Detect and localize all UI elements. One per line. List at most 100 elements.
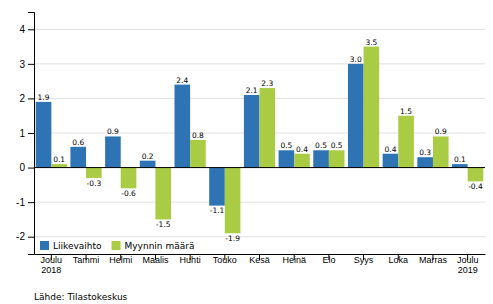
data-label: 0.5 (315, 141, 327, 150)
y-tick: -2 (16, 231, 34, 242)
bar (175, 85, 191, 168)
y-tick: 3 (19, 59, 34, 70)
x-tick-label-line: Loka (389, 255, 409, 265)
bar (209, 168, 225, 206)
grid-line (34, 167, 485, 168)
legend-item: Liikevaihto (40, 241, 102, 251)
x-tick-label: Helmi (109, 255, 132, 265)
data-label: 2.1 (246, 86, 258, 95)
bar (468, 168, 484, 182)
data-label: 0.3 (419, 148, 431, 157)
x-tick-label-line: Helmi (109, 255, 132, 265)
bar (225, 168, 241, 234)
x-tick-label: Syys (354, 255, 374, 265)
y-axis-line (28, 13, 35, 255)
y-tick-label: 2 (19, 93, 25, 104)
legend-label: Myynnin määrä (125, 241, 195, 251)
legend-item: Myynnin määrä (112, 241, 195, 251)
grid-line (34, 29, 485, 30)
x-tick-label: Marras (419, 255, 448, 265)
y-tick: 2 (19, 93, 34, 104)
bar (398, 116, 414, 168)
bar (121, 168, 137, 189)
y-tick-label: 3 (19, 59, 25, 70)
grid (34, 29, 485, 236)
y-tick-mark (28, 64, 34, 65)
x-tick-label: Tammi (73, 255, 100, 265)
bar (452, 164, 468, 167)
y-tick-label: 1 (19, 128, 25, 139)
bar (70, 147, 86, 168)
x-tick-label-line: 2019 (458, 265, 478, 275)
y-tick-label: 4 (19, 24, 25, 35)
data-label: 0.5 (331, 141, 343, 150)
legend-swatch (40, 241, 49, 250)
y-tick: 0 (19, 162, 34, 173)
data-label: 0.4 (384, 145, 396, 154)
data-label: -0.4 (468, 182, 483, 191)
bar (190, 140, 206, 168)
x-tick-label: Touko (213, 255, 237, 265)
bar (364, 47, 380, 168)
y-tick-mark (28, 98, 34, 99)
data-label: -1.9 (225, 234, 240, 243)
x-tick: Marras (419, 254, 448, 265)
data-label: 0.4 (296, 145, 308, 154)
x-tick-label: Kesä (249, 255, 270, 265)
grid-line (34, 236, 485, 237)
bar (36, 102, 52, 168)
y-axis: -2 -1 0 1 2 3 4 (16, 13, 34, 255)
y-tick-mark (28, 168, 34, 169)
data-label: 0.5 (280, 141, 292, 150)
data-label: 3.5 (365, 38, 377, 47)
x-axis: Joulu2018TammiHelmiMaalisHuhtiToukoKesäH… (35, 254, 486, 275)
x-tick: Touko (213, 254, 237, 265)
data-label: -0.3 (87, 179, 102, 188)
x-tick-label-line: Touko (213, 255, 237, 265)
bar-series (36, 64, 468, 206)
x-tick-label: Huhti (180, 255, 201, 265)
x-tick-label-line: Huhti (180, 255, 201, 265)
x-tick-label-line: Joulu (41, 255, 63, 265)
legend-swatch (112, 241, 121, 250)
x-tick: Joulu2018 (41, 254, 63, 275)
bar-series (51, 47, 483, 234)
x-tick-label-line: Tammi (73, 255, 100, 265)
bars (36, 47, 484, 234)
data-label: -1.5 (156, 220, 171, 229)
source-note: Lähde: Tilastokeskus (34, 292, 128, 302)
data-label: 2.3 (261, 79, 273, 88)
y-tick-mark (28, 29, 34, 30)
x-tick: Syys (354, 254, 374, 265)
y-tick-label: -1 (16, 197, 25, 208)
y-tick: -1 (16, 197, 34, 208)
zero-line (34, 167, 485, 168)
x-tick-label-line: Joulu (457, 255, 479, 265)
bar (294, 154, 310, 168)
x-tick: Maalis (142, 254, 169, 265)
y-tick: 4 (19, 24, 34, 35)
x-tick-label: Maalis (142, 255, 169, 265)
data-label: 0.8 (192, 131, 204, 140)
bar (244, 95, 260, 168)
bar (417, 157, 433, 167)
y-tick-mark (28, 133, 34, 134)
x-tick-label-line: Syys (354, 255, 374, 265)
data-label: 0.1 (454, 155, 466, 164)
bar (383, 154, 399, 168)
bar (348, 64, 364, 168)
data-label: 0.2 (142, 152, 154, 161)
data-label: 1.5 (400, 107, 412, 116)
bar (260, 88, 276, 168)
grid-line (34, 63, 485, 64)
bar (86, 168, 102, 178)
legend: Liikevaihto Myynnin määrä (40, 241, 194, 251)
y-tick-label: -2 (16, 231, 25, 242)
grid-line (34, 202, 485, 203)
x-tick-label: Joulu2019 (457, 255, 479, 275)
x-tick-label-line: Kesä (249, 255, 270, 265)
x-tick-label-line: 2018 (41, 265, 61, 275)
y-tick-mark (28, 202, 34, 203)
y-tick-mark (28, 237, 34, 238)
bar (329, 150, 345, 167)
